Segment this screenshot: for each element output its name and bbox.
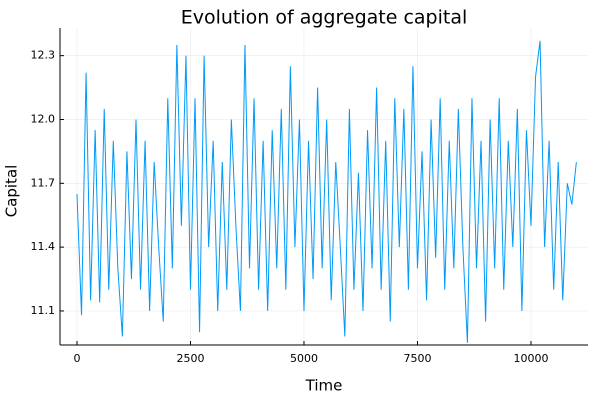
y-tick-label: 12.0 (31, 112, 56, 125)
y-tick-label: 11.1 (31, 304, 56, 317)
x-tick-label: 7500 (403, 352, 431, 365)
x-tick-label: 2500 (176, 352, 204, 365)
y-tick-label: 11.4 (31, 240, 56, 253)
x-tick-label: 5000 (290, 352, 318, 365)
x-tick-label: 0 (73, 352, 80, 365)
x-axis-label: Time (305, 377, 343, 395)
data-line (76, 40, 577, 343)
chart-title: Evolution of aggregate capital (181, 7, 468, 29)
y-axis-label: Capital (3, 165, 21, 218)
y-tick-label: 12.3 (31, 49, 56, 62)
y-tick-label: 11.7 (31, 176, 56, 189)
x-tick-label: 10000 (513, 352, 548, 365)
